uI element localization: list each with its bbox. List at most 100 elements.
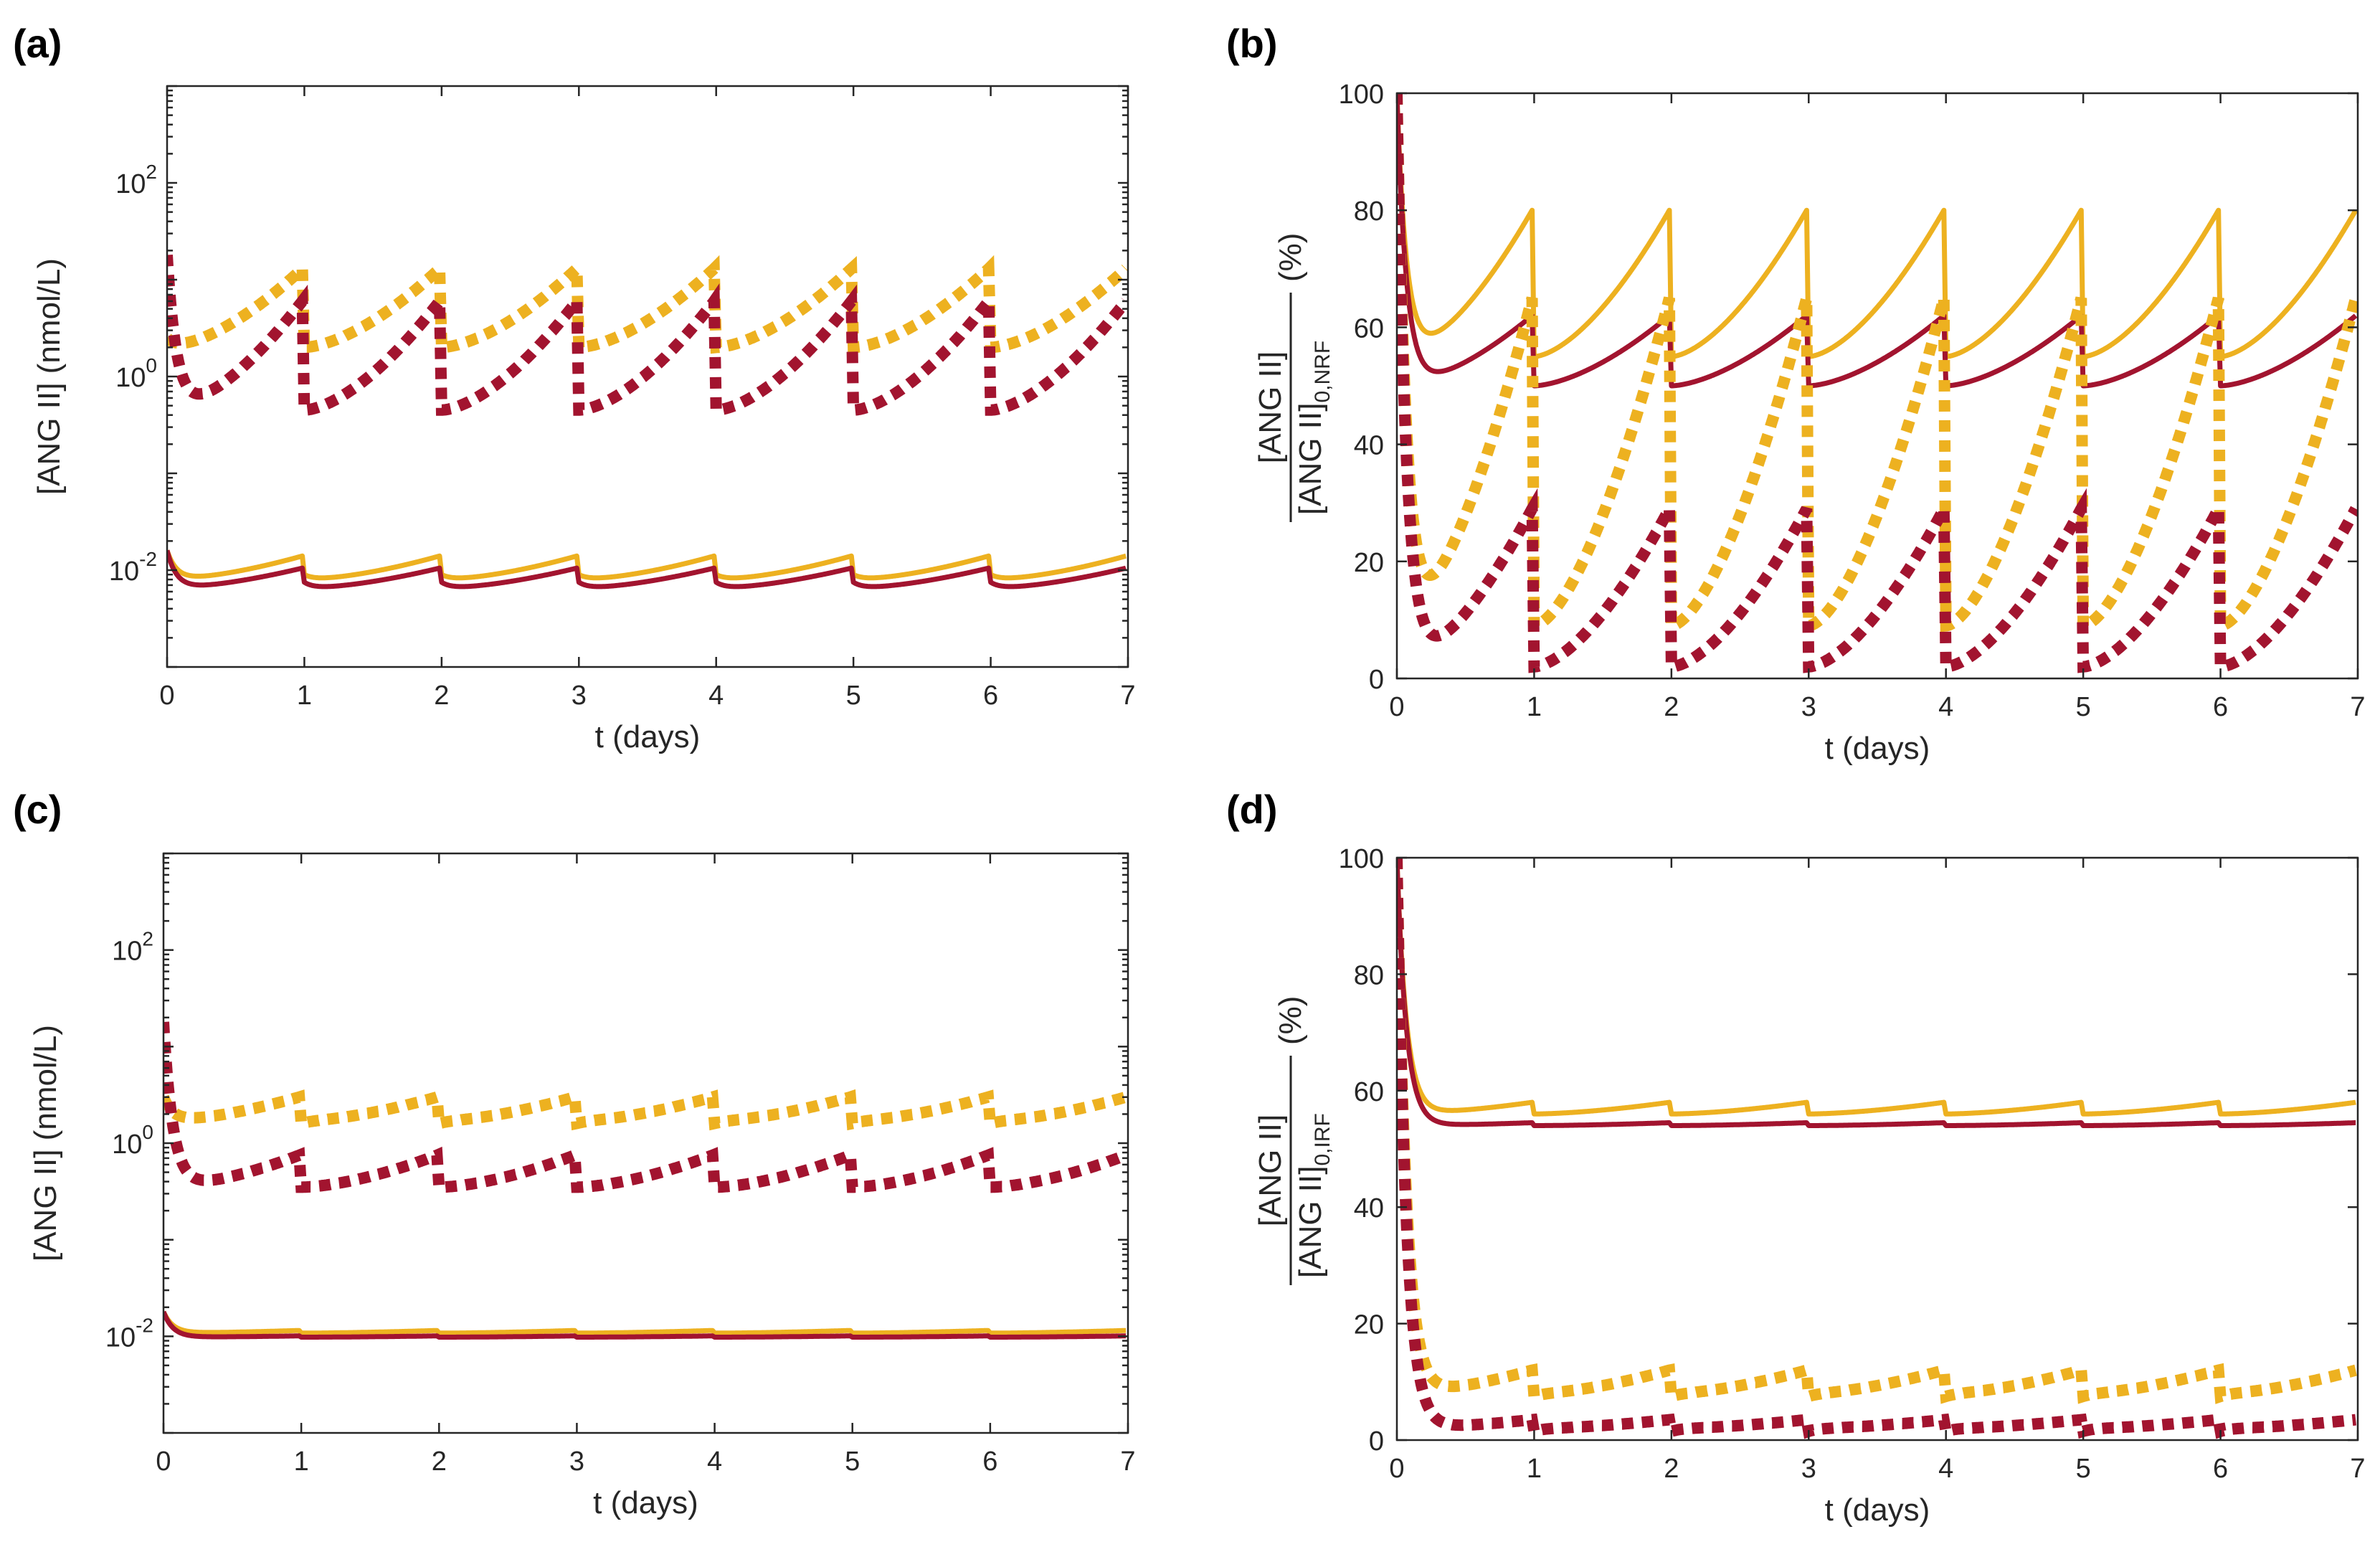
y-tick-base: 10: [115, 363, 146, 393]
x-tick-label: 1: [294, 1447, 309, 1477]
y-tick-label: 102: [112, 928, 153, 967]
x-tick-label: 0: [159, 681, 174, 711]
x-tick-label: 3: [1801, 692, 1816, 722]
x-axis-label: t (days): [1825, 1492, 1930, 1528]
x-tick-label: 3: [1801, 1454, 1816, 1484]
series-line-orange-solid: [1397, 858, 2358, 1117]
x-tick-label: 4: [1938, 692, 1953, 722]
y-axis-label: [ANG II] [ANG II]0,NRF(%): [1253, 233, 1334, 522]
x-tick-label: 6: [2213, 1454, 2228, 1484]
series-group: [1397, 93, 2358, 673]
x-tick-label: 2: [432, 1447, 447, 1477]
y-label-denominator-text: [ANG II]: [1293, 1166, 1328, 1278]
plot-frame: [1395, 856, 2359, 1442]
x-tick-label: 3: [572, 681, 587, 711]
x-axis-label: t (days): [595, 719, 701, 754]
y-tick-label: 20: [1354, 548, 1384, 578]
y-tick-exponent: 0: [142, 1121, 153, 1143]
y-label-subscript: 0,NRF: [1311, 341, 1334, 403]
x-tick-label: 4: [707, 1447, 722, 1477]
y-tick-exponent: 2: [142, 928, 153, 950]
plot-frame: [1395, 92, 2359, 680]
panel-label: (c): [13, 787, 62, 832]
y-tick-label: 60: [1354, 313, 1384, 344]
x-tick-label: 1: [1527, 692, 1542, 722]
x-tick-label: 1: [1527, 1454, 1542, 1484]
y-tick-label: 40: [1354, 431, 1384, 461]
x-tick-label: 5: [846, 681, 861, 711]
y-label-subscript: 0,IRF: [1311, 1113, 1334, 1165]
y-tick-label: 100: [1339, 80, 1384, 110]
series-group: [167, 255, 1128, 590]
y-label-denominator: [ANG II]0,IRF: [1293, 1113, 1334, 1278]
y-tick-label: 10-2: [105, 1314, 153, 1353]
y-label-numerator: [ANG II]: [1253, 1114, 1288, 1226]
y-tick-label: 100: [115, 354, 157, 393]
y-label-denominator-text: [ANG II]: [1293, 403, 1328, 515]
y-tick-base: 10: [109, 557, 139, 587]
y-tick-label: 20: [1354, 1310, 1384, 1340]
y-tick-exponent: 2: [146, 161, 157, 183]
series-line-red-solid: [1397, 858, 2358, 1128]
series-line-orange-dotted: [163, 1089, 1128, 1131]
y-tick-label: 80: [1354, 960, 1384, 990]
x-tick-label: 4: [1938, 1454, 1953, 1484]
x-tick-label: 2: [1664, 692, 1679, 722]
series-line-orange-dotted: [1397, 858, 2357, 1404]
panel-b: (b) 0 1 2 3 4 5 6 7 t (days) 0 20 40 60 80 100 [ANG II][…: [1226, 21, 2366, 766]
x-tick-label: 0: [156, 1447, 171, 1477]
panel-label: (a): [13, 21, 62, 66]
panel-label: (d): [1226, 787, 1278, 832]
y-tick-exponent: -2: [136, 1314, 153, 1336]
series-line-red-solid: [1397, 93, 2358, 389]
y-tick-exponent: 0: [146, 354, 157, 377]
y-tick-exponent: -2: [139, 548, 157, 570]
y-axis-label: [ANG II] [ANG II]0,IRF(%): [1253, 996, 1334, 1285]
y-tick-base: 10: [115, 169, 146, 199]
x-tick-label: 7: [2350, 692, 2365, 722]
x-axis-label: t (days): [1825, 731, 1930, 766]
y-tick-base: 10: [112, 1130, 142, 1160]
x-tick-label: 7: [1120, 681, 1135, 711]
y-tick-label: 60: [1354, 1077, 1384, 1107]
y-label-denominator: [ANG II]0,NRF: [1293, 341, 1334, 515]
y-tick-label: 100: [1339, 844, 1384, 874]
x-tick-label: 7: [2350, 1454, 2365, 1484]
y-tick-label: 0: [1369, 1426, 1384, 1457]
y-tick-base: 10: [112, 937, 142, 967]
x-tick-label: 6: [982, 1447, 997, 1477]
x-tick-label: 5: [2076, 692, 2091, 722]
series-line-red-dotted: [1397, 858, 2356, 1439]
y-label-numerator: [ANG II]: [1253, 351, 1288, 463]
x-tick-label: 5: [845, 1447, 860, 1477]
plot-frame: [162, 852, 1129, 1434]
series-line-orange-solid: [1397, 93, 2358, 359]
x-tick-label: 1: [297, 681, 312, 711]
x-tick-label: 2: [434, 681, 449, 711]
y-tick-label: 10-2: [109, 548, 157, 587]
y-axis-label: [ANG II] (nmol/L): [28, 1025, 63, 1262]
x-tick-label: 4: [708, 681, 724, 711]
series-line-red-dotted: [163, 1021, 1128, 1193]
y-label-suffix: (%): [1273, 996, 1308, 1045]
x-tick-label: 6: [2213, 692, 2228, 722]
x-tick-label: 6: [983, 681, 998, 711]
y-tick-base: 10: [105, 1322, 136, 1353]
y-axis-label: [ANG II] (nmol/L): [32, 258, 67, 495]
series-line-orange-dotted: [167, 255, 1128, 354]
panel-label: (b): [1226, 21, 1278, 66]
x-tick-label: 0: [1389, 692, 1404, 722]
x-axis-label: t (days): [593, 1485, 698, 1520]
y-tick-label: 100: [112, 1121, 153, 1160]
panel-d: (d) 0 1 2 3 4 5 6 7 t (days) 0 20 40 60 80 100 [ANG II][…: [1226, 787, 2366, 1528]
series-line-orange-solid: [167, 549, 1128, 581]
y-tick-label: 80: [1354, 197, 1384, 227]
series-group: [1397, 858, 2358, 1439]
series-line-red-dotted: [167, 255, 1128, 416]
series-line-red-solid: [167, 549, 1128, 590]
x-tick-label: 3: [569, 1447, 584, 1477]
y-tick-label: 0: [1369, 665, 1384, 695]
